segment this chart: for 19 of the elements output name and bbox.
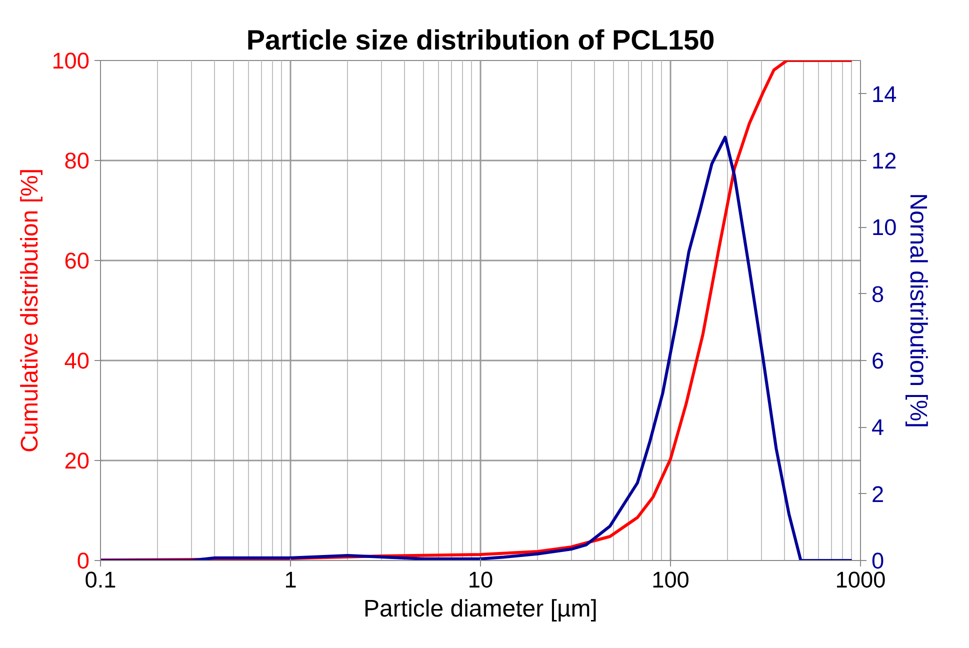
y-tick-label: 100 (52, 48, 90, 74)
chart-title: Particle size distribution of PCL150 (246, 24, 715, 56)
y2-tick-label: 14 (872, 80, 897, 107)
y2-tick-label: 12 (872, 148, 897, 174)
y2-tick-label: 8 (872, 280, 884, 307)
x-tick-label: 10 (468, 566, 494, 592)
y-axis-title: Cumulative distribution [%] (16, 168, 44, 453)
y2-axis-title: Nornal distribution [%] (904, 193, 932, 428)
y2-tick-label: 10 (872, 214, 897, 240)
y-tick-label: 40 (64, 348, 90, 374)
y-tick-label: 80 (64, 148, 90, 174)
y-tick-label: 20 (64, 448, 90, 474)
y2-tick-label: 6 (872, 348, 884, 374)
y2-tick-label: 2 (872, 480, 884, 507)
y-tick-label: 60 (64, 248, 90, 274)
x-axis-title: Particle diameter [µm] (364, 596, 598, 622)
x-tick-label: 100 (652, 566, 690, 592)
y2-tick-label: 4 (872, 414, 884, 440)
x-tick-label: 1 (284, 566, 297, 592)
